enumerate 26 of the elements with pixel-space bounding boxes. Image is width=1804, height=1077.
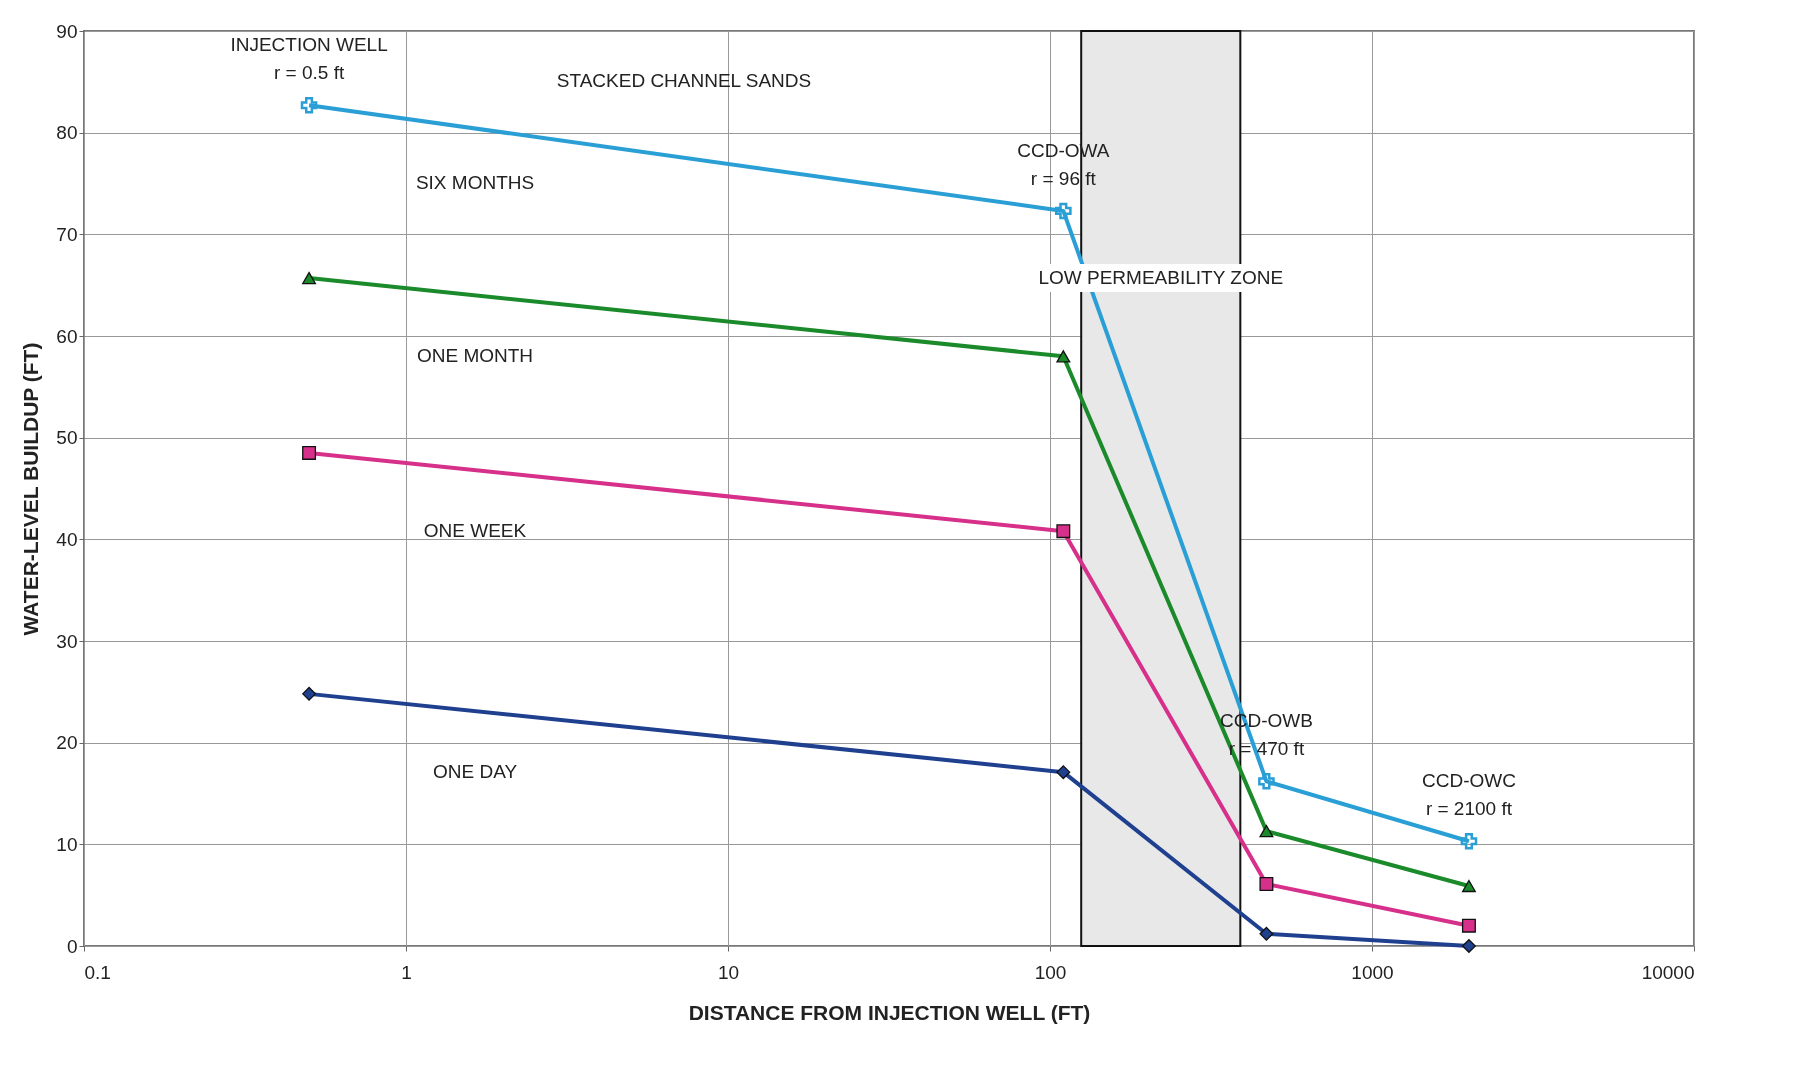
series-label: SIX MONTHS (415, 172, 535, 194)
y-tick-label: 60 (56, 325, 78, 347)
annotation: CCD-OWC r = 2100 ft (1421, 770, 1516, 820)
y-tick-label: 50 (56, 427, 78, 449)
text: ONE WEEK (423, 519, 527, 541)
x-tick-label: 10 (717, 961, 740, 983)
x-axis-title: DISTANCE FROM INJECTION WELL (FT) (688, 1000, 1091, 1024)
band-label: LOW PERMEABILITY ZONE (1038, 267, 1284, 289)
y-tick-label: 90 (56, 20, 78, 42)
annotation: INJECTION WELL r = 0.5 ft (230, 34, 388, 84)
y-tick-label: 80 (56, 122, 78, 144)
x-tick-label: 1000 (1351, 961, 1394, 983)
y-tick-label: 70 (56, 223, 78, 245)
annotation: STACKED CHANNEL SANDS (556, 70, 812, 91)
y-tick-label: 30 (56, 630, 78, 652)
y-tick-label: 0 (66, 935, 78, 957)
x-tick-label: 0.1 (84, 961, 111, 983)
y-tick-label: 20 (56, 732, 78, 754)
x-tick-label: 10000 (1641, 961, 1695, 983)
y-tick-label: 40 (56, 528, 78, 550)
text: ONE DAY (432, 760, 518, 782)
y-tick-label: 10 (56, 833, 78, 855)
x-tick-label: 1 (401, 961, 412, 983)
x-tick-label: 100 (1034, 961, 1067, 983)
y-axis-title: WATER-LEVEL BUILDUP (FT) (19, 342, 43, 636)
text: ONE MONTH (416, 345, 534, 367)
